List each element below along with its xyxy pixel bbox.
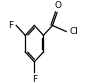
Text: F: F — [32, 75, 37, 84]
Text: F: F — [8, 21, 13, 30]
Text: Cl: Cl — [69, 27, 78, 36]
Text: O: O — [54, 1, 61, 10]
